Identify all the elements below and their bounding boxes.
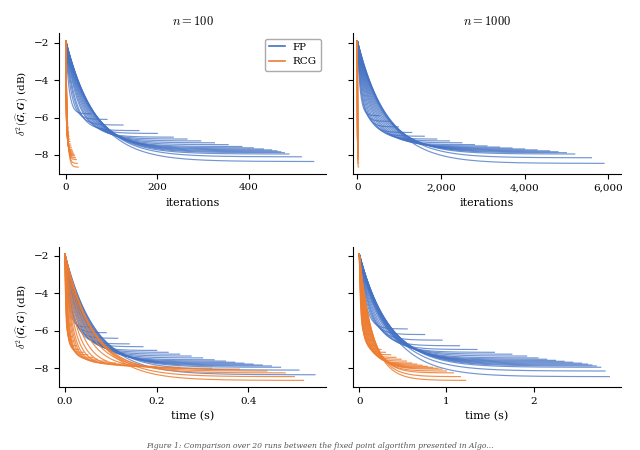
X-axis label: iterations: iterations [166,198,220,208]
Y-axis label: $\delta^2(\widehat{\boldsymbol{G}}, \boldsymbol{G})$ (dB): $\delta^2(\widehat{\boldsymbol{G}}, \bol… [15,284,31,349]
Y-axis label: $\delta^2(\widehat{\boldsymbol{G}}, \boldsymbol{G})$ (dB): $\delta^2(\widehat{\boldsymbol{G}}, \bol… [15,71,31,136]
Title: $n = 100$: $n = 100$ [172,15,214,28]
X-axis label: iterations: iterations [460,198,514,208]
Title: $n = 1000$: $n = 1000$ [463,15,511,28]
X-axis label: time (s): time (s) [465,411,509,422]
X-axis label: time (s): time (s) [171,411,214,422]
Text: Figure 1: Comparison over 20 runs between the fixed point algorithm presented in: Figure 1: Comparison over 20 runs betwee… [147,442,493,450]
Legend: FP, RCG: FP, RCG [265,39,321,71]
